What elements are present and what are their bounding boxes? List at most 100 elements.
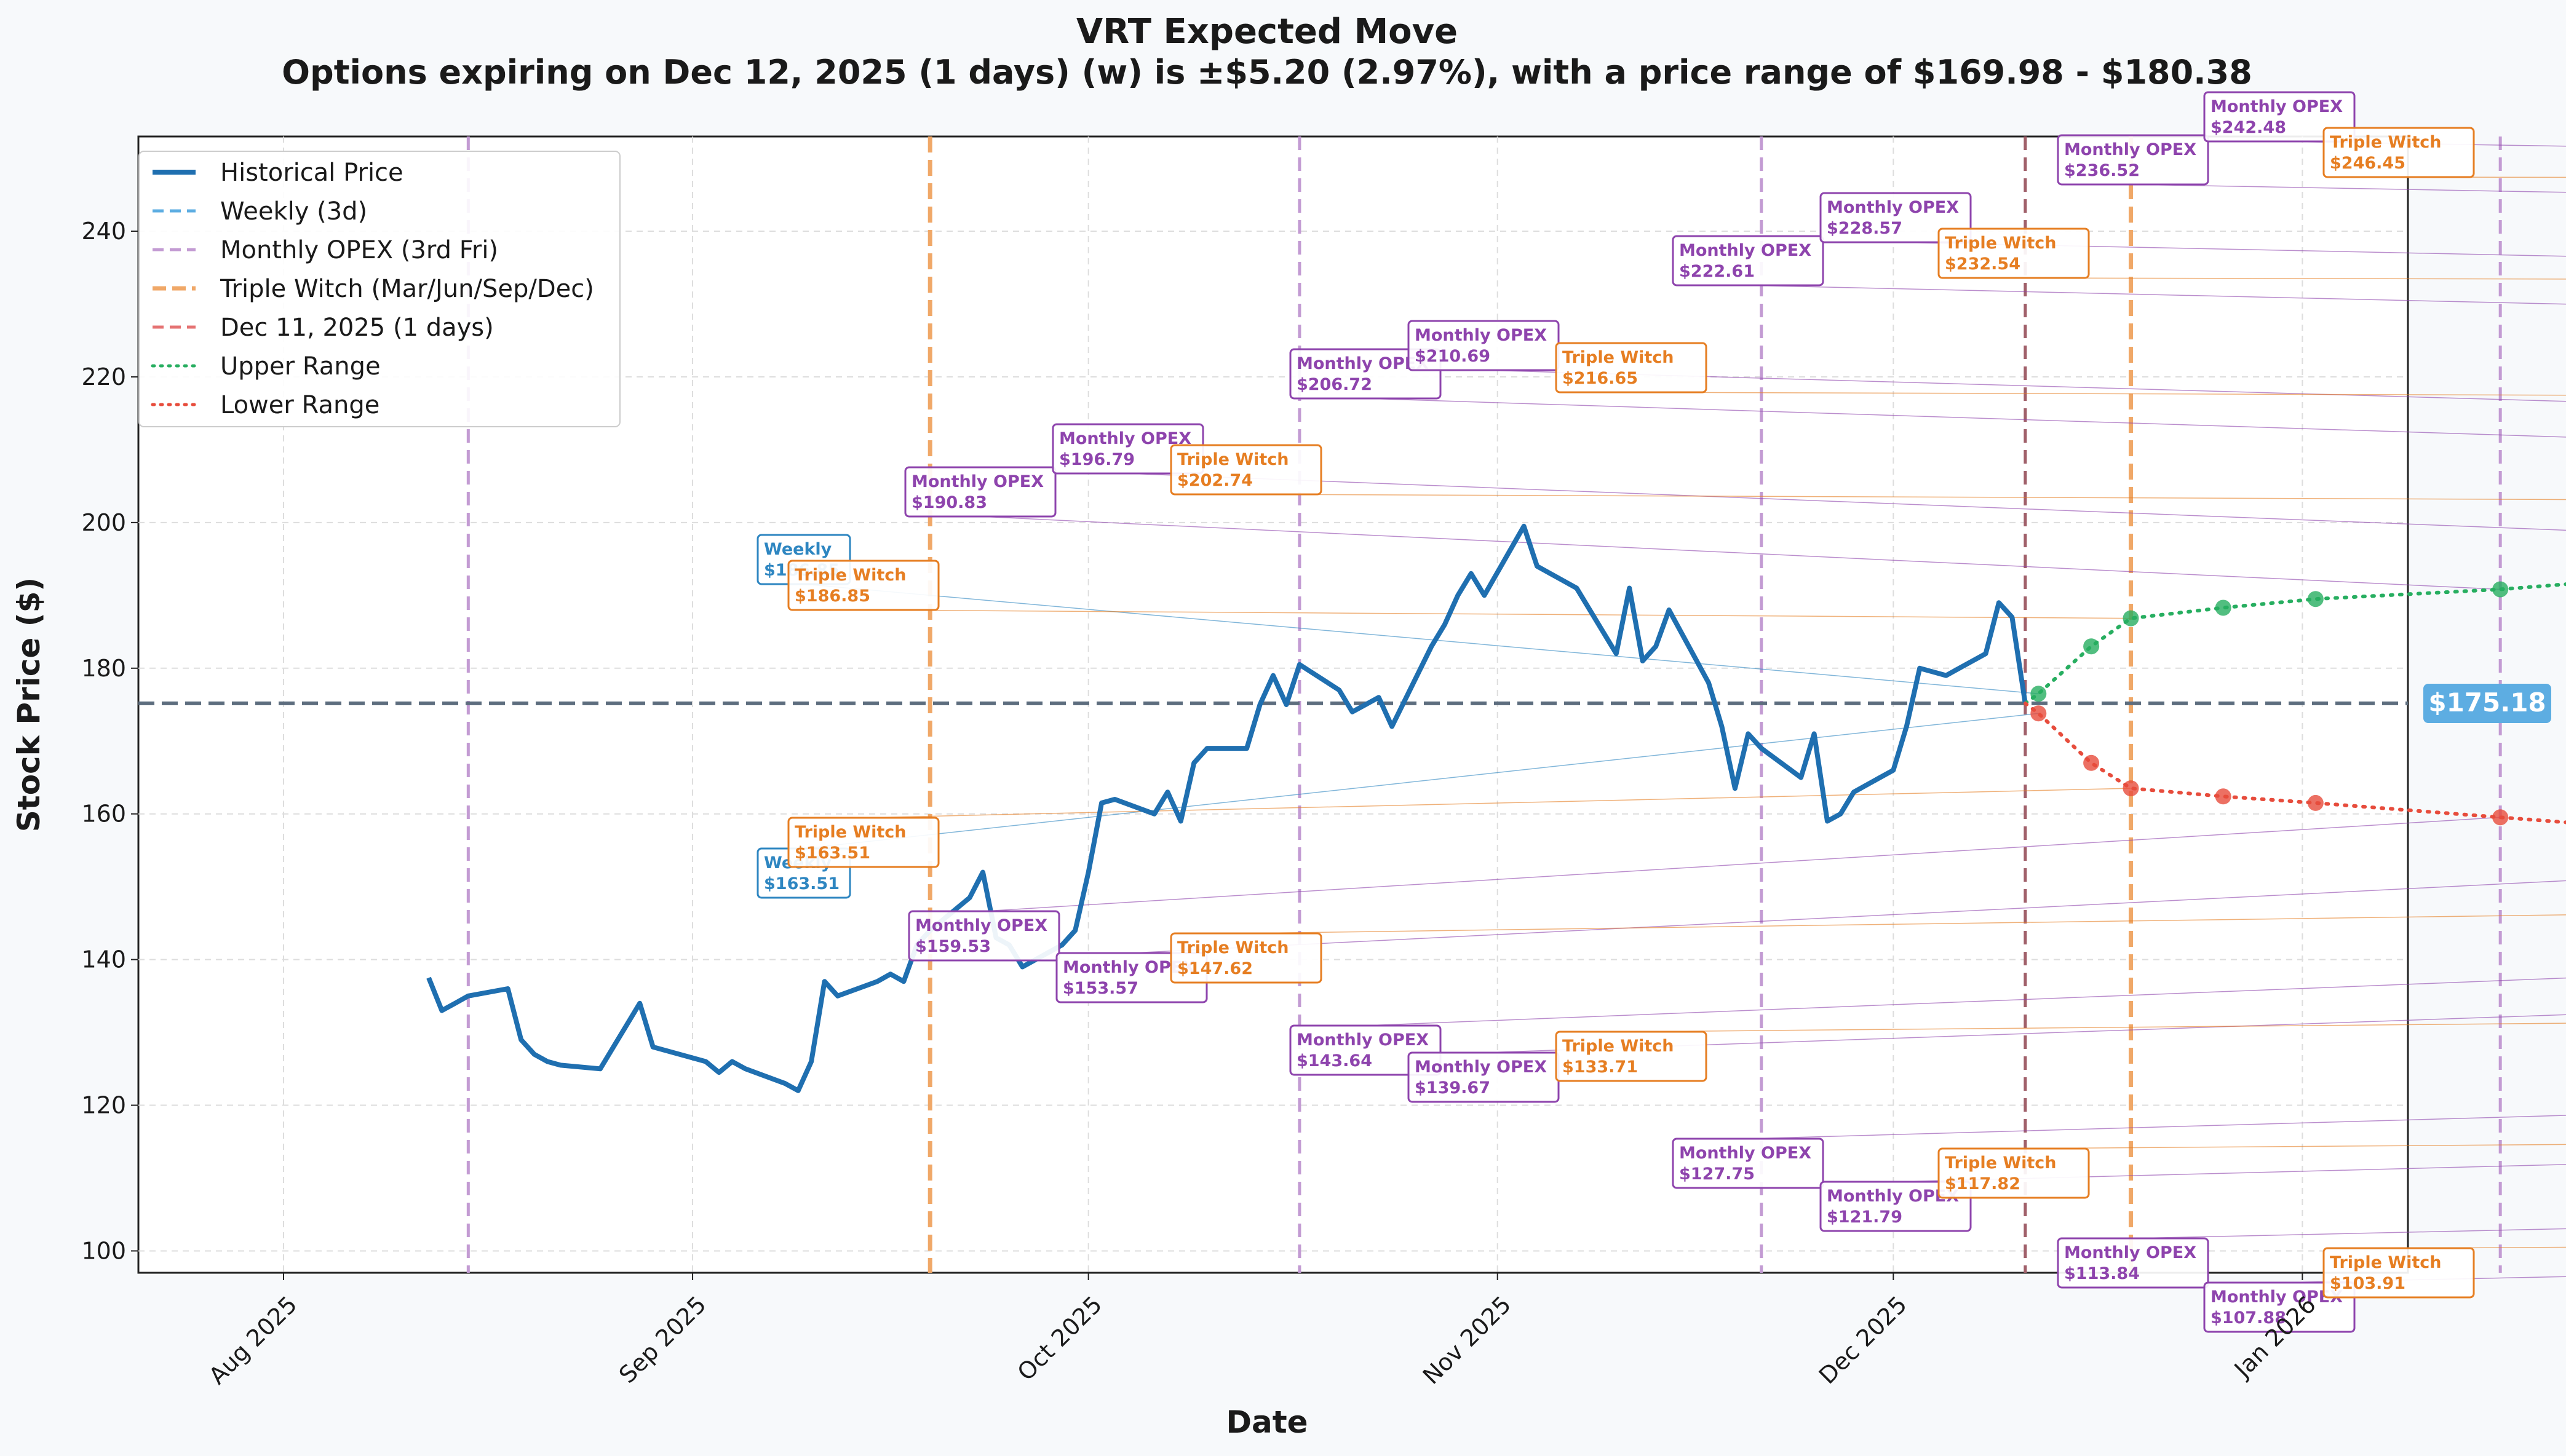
legend-label: Dec 11, 2025 (1 days) [220,314,494,342]
annotation-value: $246.45 [2330,154,2405,173]
annotation-leader [1365,977,2566,1026]
legend-box [138,151,621,427]
annotation-title: Triple Witch [2330,1253,2442,1272]
upper-range-point [2083,638,2100,655]
annotation-value: $159.53 [915,937,991,956]
annotation-leader [803,584,2039,694]
lower-range-point [2083,754,2100,771]
y-tick-label: 200 [81,509,126,536]
y-axis-ticks: 100 120 140 160 180 200 220 240 [81,218,138,1264]
annotation-title: Monthly OPEX [1827,198,1959,217]
annotation-title: Monthly OPEX [1059,429,1191,448]
annotation-value: $206.72 [1297,375,1372,394]
annotation-box [1819,1181,1972,1232]
annotation-title: Monthly OPEX [1679,1144,1811,1163]
annotation-title: Triple Witch [1562,348,1674,367]
x-tick-label: Nov 2025 [1418,1291,1516,1389]
annotation-box [1170,444,1322,496]
y-tick-label: 100 [81,1237,126,1264]
annotation-value: $113.84 [2064,1264,2140,1283]
upper-range-point [2123,610,2139,627]
annotation-leader [1747,1115,2566,1139]
annotation-title: Monthly OPEX [1297,1031,1429,1050]
annotation-value: $107.88 [2210,1308,2286,1327]
annotation-title: Weekly [764,540,832,559]
y-tick-label: 160 [81,801,126,828]
annotation-title: Monthly OPEX [1827,1187,1959,1206]
chart-subtitle: Options expiring on Dec 12, 2025 (1 days… [282,53,2252,92]
x-tick-label: Dec 2025 [1814,1291,1912,1389]
chart-title: VRT Expected Move [1076,12,1458,52]
annotation-box [908,910,1060,962]
annotation-title: Triple Witch [1177,450,1289,469]
annotation-title: Monthly OPEX [915,916,1047,935]
annotation-leader [1127,473,2566,531]
annotation-box [787,817,940,868]
annotation-leader [980,516,2501,590]
annotation-value: $210.69 [1415,347,1490,366]
legend-label: Upper Range [220,352,381,381]
annotation-box [2203,1281,2356,1333]
annotation-box [1289,1024,1442,1076]
annotation-box [1819,192,1972,243]
annotation-leader [803,713,2039,849]
legend: Historical Price Weekly (3d) Monthly OPEX … [138,151,621,427]
upper-range-point [2492,581,2509,598]
annotation-leader [983,817,2501,912]
legend-label: Weekly (3d) [220,197,367,226]
annotation-value: $236.52 [2064,161,2140,180]
historical-price-line [426,523,2028,1093]
annotation-title: Monthly OPEX [912,472,1044,491]
annotation-value: $202.74 [1177,471,1253,490]
annotation-box [1555,342,1707,394]
y-tick-label: 120 [81,1092,126,1119]
annotation-box [1937,1147,2090,1199]
lower-range-point [2215,788,2231,805]
annotation-box [1672,235,1824,287]
series-layer [138,523,2566,1093]
annotation-box [1672,1138,1824,1189]
annotation-value: $143.64 [1297,1051,1372,1070]
annotation-value: $242.48 [2210,118,2286,137]
annotation-title: Triple Witch [1562,1037,1674,1056]
annotation-box [2057,134,2209,186]
annotation-title: Triple Witch [1945,234,2057,253]
annotation-value: $228.57 [1827,219,1902,238]
annotation-title: Monthly OPEX [1297,354,1429,373]
annotation-title: Triple Witch [1945,1153,2057,1173]
annotation-box [2322,1247,2475,1299]
annotation-value: $103.91 [2330,1274,2405,1293]
x-tick-label: Sep 2025 [614,1291,712,1388]
y-tick-label: 140 [81,946,126,973]
annotation-value: $186.85 [795,587,870,606]
annotation-box [2203,91,2356,143]
annotation-box [1170,932,1322,984]
annotation-leader [1895,1164,2566,1182]
annotation-value: $121.79 [1827,1208,1902,1227]
annotation-value: $222.61 [1679,262,1755,281]
annotation-title: Monthly OPEX [2210,1288,2343,1307]
annotation-leader [1483,1014,2566,1053]
y-tick-label: 220 [81,363,126,390]
annotation-title: Triple Witch [2330,133,2442,152]
annotation-leader [1365,398,2566,438]
annotation-value: $216.65 [1562,369,1638,388]
lower-range-point [2123,780,2139,797]
y-tick-label: 180 [81,655,126,682]
annotation-value: $163.51 [764,874,840,893]
annotation-leader [1131,880,2566,954]
annotation-value: $117.82 [1945,1174,2020,1193]
y-tick-label: 240 [81,218,126,245]
annotation-leader [1245,914,2566,934]
annotation-box [787,560,940,611]
annotation-leaders [803,141,2566,1283]
annotation-leader [863,788,2131,818]
annotation-box [2322,127,2475,178]
annotation-leader [1483,370,2566,402]
annotation-leader [1895,242,2566,257]
annotation-box [1555,1031,1707,1082]
x-tick-label: Aug 2025 [204,1291,303,1390]
lower-range-point [2492,809,2509,826]
annotation-box [1937,228,2090,279]
